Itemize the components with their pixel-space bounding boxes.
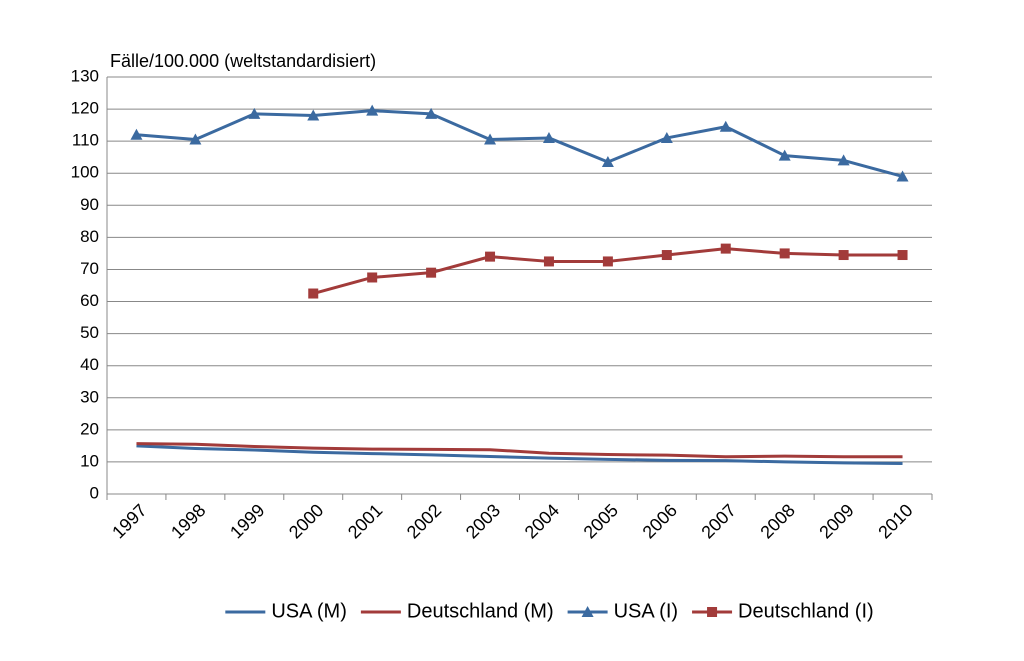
series-line bbox=[136, 442, 903, 459]
y-tick-label: 120 bbox=[71, 99, 99, 118]
marker bbox=[485, 251, 496, 262]
marker bbox=[601, 156, 614, 168]
marker bbox=[484, 133, 497, 145]
x-tick-label: 2007 bbox=[697, 500, 739, 542]
series-line bbox=[312, 247, 903, 295]
marker bbox=[838, 250, 849, 261]
x-tick-label: 2008 bbox=[756, 500, 798, 542]
marker bbox=[660, 131, 673, 143]
series-line bbox=[136, 444, 903, 466]
x-tick-label: 2005 bbox=[580, 500, 622, 542]
marker bbox=[719, 120, 732, 132]
marker bbox=[542, 131, 555, 143]
y-tick-label: 100 bbox=[71, 163, 99, 182]
y-tick-label: 30 bbox=[80, 387, 99, 406]
marker bbox=[602, 256, 613, 267]
marker bbox=[425, 107, 438, 119]
x-tick-label: 2010 bbox=[874, 500, 916, 542]
x-tick-label: 2009 bbox=[815, 500, 857, 542]
marker bbox=[543, 256, 554, 267]
marker bbox=[837, 154, 850, 166]
y-tick-label: 50 bbox=[80, 323, 99, 342]
marker bbox=[779, 248, 790, 259]
series-line bbox=[136, 109, 903, 178]
marker bbox=[130, 128, 143, 140]
y-tick-label: 10 bbox=[80, 451, 99, 470]
x-tick-label: 2002 bbox=[403, 500, 445, 542]
marker bbox=[720, 243, 731, 254]
y-axis-label: Fälle/100.000 (weltstandardisiert) bbox=[110, 51, 376, 71]
marker bbox=[426, 267, 437, 278]
x-tick-label: 2001 bbox=[344, 500, 386, 542]
marker bbox=[581, 606, 594, 617]
x-tick-label: 2000 bbox=[285, 500, 327, 542]
marker bbox=[367, 272, 378, 283]
y-tick-label: 80 bbox=[80, 227, 99, 246]
x-tick-label: 1999 bbox=[226, 500, 268, 542]
marker bbox=[896, 170, 909, 182]
marker bbox=[778, 149, 791, 161]
y-tick-label: 130 bbox=[71, 66, 99, 85]
marker bbox=[308, 288, 319, 299]
x-tick-label: 2006 bbox=[639, 500, 681, 542]
y-tick-label: 110 bbox=[72, 131, 99, 150]
x-tick-label: 1998 bbox=[167, 500, 209, 542]
marker bbox=[189, 133, 202, 145]
legend-label: USA (M) bbox=[271, 600, 347, 622]
marker bbox=[307, 109, 320, 121]
marker bbox=[707, 607, 718, 617]
x-tick-label: 2003 bbox=[462, 500, 504, 542]
y-tick-label: 0 bbox=[90, 483, 99, 502]
y-tick-label: 40 bbox=[80, 355, 99, 374]
legend-label: Deutschland (I) bbox=[738, 600, 874, 622]
y-tick-label: 90 bbox=[80, 195, 99, 214]
y-tick-label: 20 bbox=[80, 419, 99, 438]
x-tick-label: 1997 bbox=[108, 500, 150, 542]
y-tick-label: 60 bbox=[80, 291, 99, 310]
marker bbox=[661, 250, 672, 261]
y-tick-label: 70 bbox=[80, 259, 99, 278]
marker bbox=[897, 250, 908, 261]
legend-label: USA (I) bbox=[614, 600, 678, 622]
x-tick-label: 2004 bbox=[521, 500, 563, 542]
marker bbox=[248, 107, 261, 119]
marker bbox=[366, 104, 379, 116]
legend-label: Deutschland (M) bbox=[407, 600, 554, 622]
legend: USA (M) Deutschland (M) USA (I) Deutschland… bbox=[225, 600, 874, 622]
